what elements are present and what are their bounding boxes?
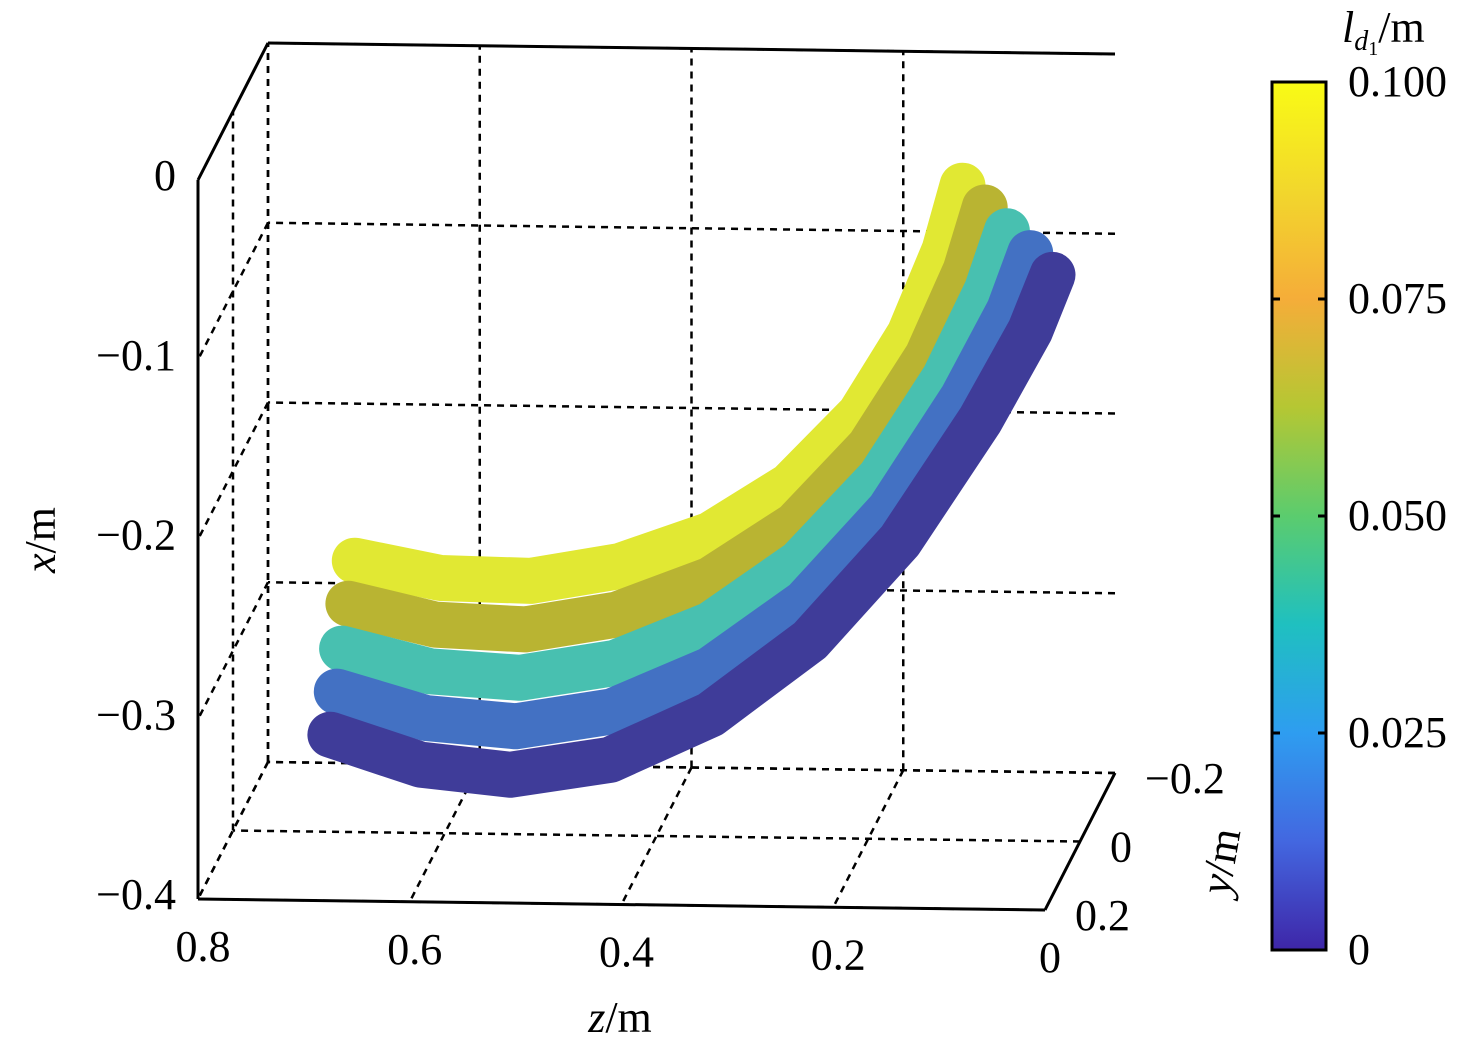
grid-line	[267, 221, 1116, 235]
colorbar-tick-label: 0	[1348, 925, 1370, 974]
cb-sub: d	[1354, 26, 1369, 57]
grid-line	[232, 829, 1081, 843]
x-tick-label: −0.3	[96, 690, 176, 739]
x-tick-label: −0.1	[96, 331, 176, 380]
y-tick-label: 0.2	[1075, 891, 1130, 940]
x-tick-label: −0.4	[96, 870, 176, 919]
x-axis-label: x/m	[16, 507, 65, 574]
axis-edge	[197, 897, 1046, 912]
band	[313, 230, 1054, 750]
z-axis-unit: /m	[605, 993, 651, 1042]
colorbar-tick-label: 0.050	[1348, 491, 1447, 540]
bands	[307, 162, 1076, 798]
x-tick-label: −0.2	[96, 511, 176, 560]
axes-box	[196, 41, 1117, 912]
grid-line	[267, 401, 1116, 415]
y-tick-label: 0	[1110, 823, 1132, 872]
colorbar-tick-label: 0.075	[1348, 274, 1447, 323]
x-axis-unit: /m	[16, 507, 65, 553]
z-axis-label: z/m	[587, 993, 652, 1042]
band	[307, 251, 1076, 798]
axis-edge	[1043, 772, 1117, 911]
z-tick-label: 0.6	[387, 925, 442, 974]
z-tick-label: 0.8	[176, 922, 231, 971]
band	[319, 208, 1030, 701]
colorbar-ticks: 0.100 0.075 0.050 0.025 0	[1272, 57, 1447, 974]
colorbar-tick-label: 0.025	[1348, 708, 1447, 757]
y-axis-unit: /m	[1194, 824, 1250, 878]
colorbar	[1270, 80, 1328, 952]
x-axis-var: x	[16, 553, 65, 574]
cb-subsub: 1	[1368, 38, 1378, 60]
labels: 0 −0.1 −0.2 −0.3 −0.40.8 0.6 0.4 0.2 0 −0.2 0 0.2	[96, 151, 1225, 982]
z-tick-label: 0.2	[811, 930, 866, 979]
z-tick-label: 0.4	[599, 928, 654, 977]
axis-edge	[267, 41, 1116, 56]
band	[325, 184, 1008, 653]
colorbar-label: ld1/m	[1342, 3, 1425, 60]
y-axis-label: y/m	[1190, 824, 1250, 901]
cb-unit: /m	[1378, 3, 1424, 52]
x-tick-label: 0	[154, 151, 176, 200]
z-axis-var: z	[587, 993, 605, 1042]
band	[331, 162, 986, 604]
y-tick-label: −0.2	[1145, 754, 1225, 803]
axis-edge	[196, 42, 270, 181]
z-tick-label: 0	[1039, 933, 1061, 982]
cb-base: l	[1342, 3, 1354, 52]
colorbar-tick-label: 0.100	[1348, 57, 1447, 106]
